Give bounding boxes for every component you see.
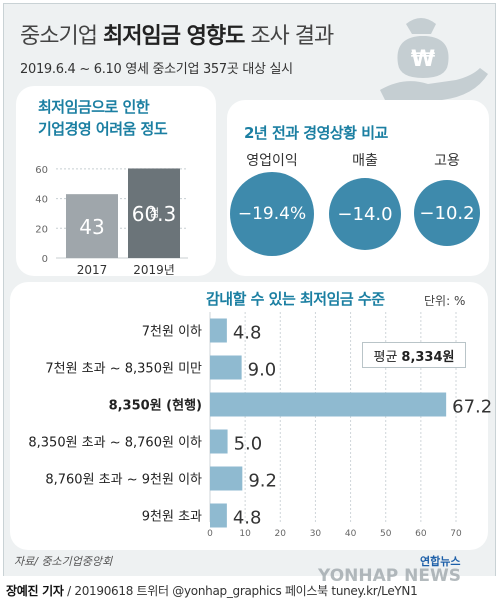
bar-value-label: 67.2 <box>452 397 492 418</box>
circle-label: 매출 <box>352 153 378 169</box>
bar-value-label: 5.0 <box>234 434 263 455</box>
business-heading: 2년 전과 경영상황 비교 <box>244 124 388 142</box>
money-bag-hand-icon: ₩ <box>380 18 488 102</box>
category-label: 9천원 초과 <box>142 510 202 525</box>
x-tick-label: 30 <box>310 529 322 539</box>
y-tick-label: 40 <box>35 195 48 206</box>
y-tick-label: 60 <box>35 165 48 176</box>
bar <box>210 466 243 491</box>
category-label: 8,350원 (현행) <box>109 398 202 414</box>
circle-value: −19.4% <box>230 172 314 256</box>
title-bold: 최저임금 영향도 <box>102 24 245 49</box>
bar-value-label: 60.3 <box>132 202 177 226</box>
svg-text:₩: ₩ <box>411 47 435 72</box>
circle-label: 영업이익 <box>246 153 298 169</box>
x-tick-label: 10 <box>239 529 251 539</box>
x-tick-label: 2019년 <box>133 263 175 277</box>
bar-value-label: 4.8 <box>233 508 262 529</box>
credit-details: / 20190618 트위터 @yonhap_graphics 페이스북 tun… <box>67 584 418 598</box>
bar-value-label: 9.0 <box>248 360 277 381</box>
title-prefix: 중소기업 <box>20 24 98 49</box>
x-tick-label: 60 <box>415 529 427 539</box>
wage-heading: 감내할 수 있는 최저임금 수준 <box>206 290 385 308</box>
watermark: YONHAP NEWS <box>318 566 461 586</box>
x-tick-label: 70 <box>450 529 462 539</box>
y-tick-label: 0 <box>42 254 48 265</box>
category-label: 8,350원 초과 ~ 8,760원 이하 <box>28 436 202 451</box>
bar <box>210 392 447 417</box>
credit-line: 장예진 기자 / 20190618 트위터 @yonhap_graphics 페… <box>6 582 418 599</box>
x-tick-label: 0 <box>207 529 213 539</box>
circle-employment: 고용 −10.2 <box>402 150 492 260</box>
circle-operating-profit: 영업이익 −19.4% <box>227 150 317 260</box>
category-label: 7천원 이하 <box>142 325 202 340</box>
bar-unit-label: 점 <box>149 206 159 219</box>
category-label: 7천원 초과 ~ 8,350원 미만 <box>45 362 202 377</box>
footer-bar <box>0 576 499 606</box>
bar-value-label: 9.2 <box>248 471 277 492</box>
y-tick-label: 20 <box>35 224 48 235</box>
x-tick-label: 2017 <box>77 263 108 277</box>
bar <box>128 168 180 258</box>
yonhap-logo: 연합뉴스 <box>420 555 461 568</box>
page-title: 중소기업 최저임금 영향도 조사 결과 <box>20 18 334 50</box>
bar <box>210 318 227 343</box>
title-suffix: 조사 결과 <box>250 24 334 49</box>
circle-label: 고용 <box>434 153 460 169</box>
circle-sales: 매출 −14.0 <box>320 150 410 260</box>
category-label: 8,760원 초과 ~ 9천원 이하 <box>45 473 202 488</box>
difficulty-heading-line1: 최저임금으로 인한 <box>38 98 150 116</box>
subtitle: 2019.6.4 ~ 6.10 영세 중소기업 357곳 대상 실시 <box>20 62 293 77</box>
average-box: 평균 8,334원 <box>362 342 466 368</box>
wage-unit: 단위: % <box>424 294 466 308</box>
average-value: 8,334원 <box>401 349 455 365</box>
x-tick-label: 20 <box>275 529 287 539</box>
bar <box>210 355 242 380</box>
bar <box>66 194 118 258</box>
bar-value-label: 43 <box>79 215 104 239</box>
source-note: 자료/ 중소기업중앙회 <box>14 555 113 568</box>
x-tick-label: 50 <box>380 529 392 539</box>
average-label: 평균 <box>373 349 398 365</box>
circle-value: −14.0 <box>329 178 401 250</box>
difficulty-heading-line2: 기업경영 어려움 정도 <box>38 120 168 138</box>
x-tick-label: 40 <box>345 529 357 539</box>
circle-value: −10.2 <box>414 180 480 246</box>
bar <box>210 503 227 528</box>
bar-value-label: 4.8 <box>233 323 262 344</box>
credit-author: 장예진 기자 <box>6 584 64 598</box>
bar <box>210 429 228 454</box>
